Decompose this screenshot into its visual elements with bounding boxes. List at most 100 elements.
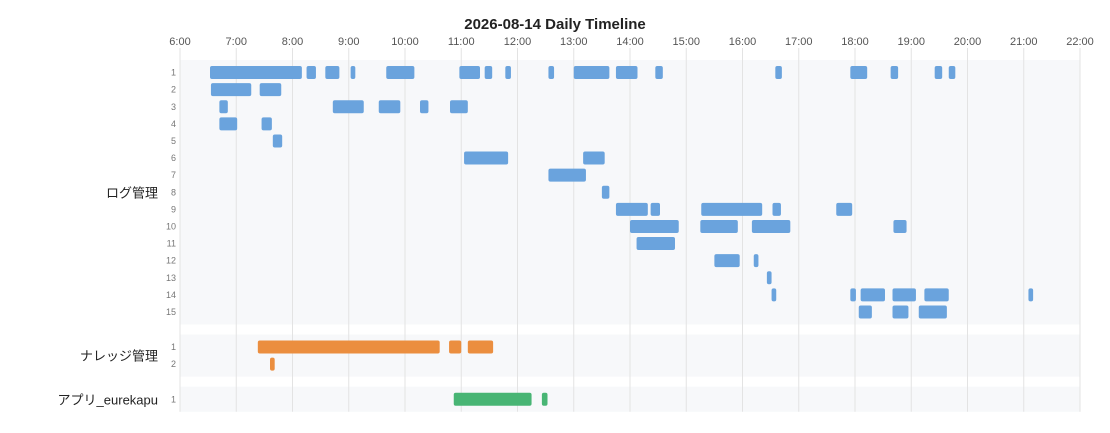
timeline-bar	[948, 66, 956, 80]
x-tick-label: 17:00	[785, 36, 813, 48]
timeline-bar	[636, 237, 675, 251]
row-label: 2	[171, 359, 176, 369]
timeline-bar	[892, 305, 909, 319]
timeline-bar	[548, 66, 555, 80]
timeline-bar	[890, 66, 899, 80]
timeline-bar	[858, 305, 872, 319]
timeline-bars	[210, 66, 1034, 406]
timeline-bar	[860, 288, 885, 302]
timeline-bar	[934, 66, 943, 80]
x-tick-label: 13:00	[560, 36, 588, 48]
row-label: 3	[171, 102, 176, 112]
timeline-bar	[775, 66, 782, 80]
timeline-bar	[655, 66, 663, 80]
timeline-bar	[386, 66, 415, 80]
row-label: 7	[171, 170, 176, 180]
timeline-bar	[325, 66, 340, 80]
timeline-bar	[210, 83, 252, 97]
timeline-bar	[306, 66, 316, 80]
x-axis-ticks: 6:00 7:00 8:00 9:00 10:00 11:00 12:00 13:00 14:0…	[169, 36, 1093, 48]
row-label: 11	[167, 239, 176, 249]
row-label: 6	[171, 153, 176, 163]
timeline-bar	[772, 202, 781, 216]
row-label: 1	[171, 342, 176, 352]
timeline-bar	[350, 66, 356, 80]
x-tick-label: 16:00	[729, 36, 757, 48]
timeline-bar	[219, 100, 228, 114]
row-label: 15	[166, 307, 176, 317]
timeline-bar	[701, 202, 763, 216]
timeline-bar	[892, 288, 916, 302]
x-tick-label: 9:00	[338, 36, 359, 48]
timeline-bar	[714, 254, 740, 268]
x-tick-label: 21:00	[1010, 36, 1038, 48]
timeline-bar	[261, 117, 272, 131]
timeline-bar	[924, 288, 949, 302]
timeline-bar	[850, 66, 868, 80]
row-label: 2	[171, 85, 176, 95]
group-label: アプリ_eurekapu	[58, 392, 158, 407]
group-label: ナレッジ管理	[80, 349, 158, 364]
timeline-bar	[601, 185, 610, 199]
timeline-bar	[573, 66, 610, 80]
timeline-bar	[766, 271, 772, 285]
row-label: 4	[171, 119, 176, 129]
x-tick-label: 19:00	[897, 36, 925, 48]
x-tick-label: 10:00	[391, 36, 419, 48]
timeline-bar	[464, 151, 509, 165]
timeline-bar	[615, 202, 648, 216]
timeline-bar	[751, 219, 791, 233]
row-label: 13	[166, 273, 176, 283]
x-tick-label: 8:00	[282, 36, 303, 48]
timeline-bar	[453, 392, 532, 406]
timeline-bar	[918, 305, 947, 319]
row-label: 14	[166, 290, 176, 300]
x-tick-label: 22:00	[1066, 36, 1094, 48]
timeline-bar	[449, 340, 462, 354]
x-tick-label: 7:00	[226, 36, 247, 48]
row-label: 1	[171, 68, 176, 78]
row-label: 10	[166, 221, 176, 231]
row-label: 12	[166, 256, 176, 266]
timeline-bar	[893, 219, 907, 233]
timeline-bar	[505, 66, 511, 80]
timeline-bar	[210, 66, 302, 80]
timeline-bar	[450, 100, 468, 114]
timeline-bar	[615, 66, 638, 80]
timeline-bar	[467, 340, 494, 354]
timeline-bar	[272, 134, 283, 148]
timeline-bar	[753, 254, 759, 268]
timeline-bar	[650, 202, 660, 216]
row-label: 9	[171, 204, 176, 214]
x-tick-label: 20:00	[954, 36, 982, 48]
group-label: ログ管理	[106, 185, 158, 200]
timeline-bar	[1028, 288, 1034, 302]
x-tick-label: 12:00	[504, 36, 532, 48]
row-label: 1	[171, 394, 176, 404]
row-label: 5	[171, 136, 176, 146]
x-tick-label: 14:00	[616, 36, 644, 48]
timeline-bar	[259, 83, 282, 97]
x-tick-label: 11:00	[448, 36, 475, 48]
x-tick-label: 15:00	[672, 36, 700, 48]
timeline-bar	[630, 219, 679, 233]
timeline-bar	[700, 219, 738, 233]
timeline-bar	[484, 66, 493, 80]
timeline-bar	[771, 288, 777, 302]
timeline-bar	[420, 100, 429, 114]
timeline-bar	[548, 168, 586, 182]
timeline-bar	[378, 100, 401, 114]
timeline-bar	[459, 66, 480, 80]
timeline-bar	[257, 340, 440, 354]
chart-title: 2026-08-14 Daily Timeline	[464, 16, 646, 33]
row-label: 8	[171, 187, 176, 197]
timeline-bar	[332, 100, 364, 114]
timeline-bar	[836, 202, 853, 216]
timeline-bar	[583, 151, 605, 165]
x-tick-label: 18:00	[841, 36, 869, 48]
timeline-bar	[219, 117, 238, 131]
timeline-bar	[270, 357, 275, 371]
timeline-bar	[541, 392, 548, 406]
